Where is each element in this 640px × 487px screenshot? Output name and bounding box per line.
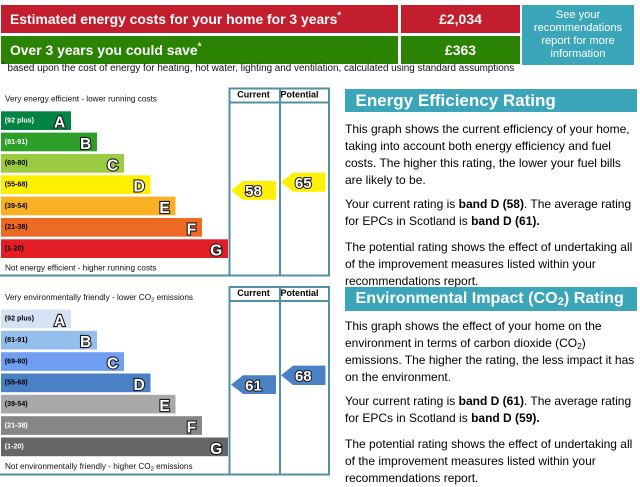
svg-text:(81-91): (81-91) bbox=[5, 336, 29, 344]
svg-text:Not environmentally friendly -: Not environmentally friendly - higher CO… bbox=[5, 462, 193, 473]
svg-text:(55-68): (55-68) bbox=[5, 181, 29, 189]
svg-text:F: F bbox=[187, 420, 197, 437]
svg-text:Current: Current bbox=[237, 288, 270, 298]
svg-text:(69-80): (69-80) bbox=[5, 159, 29, 167]
svg-text:(92 plus): (92 plus) bbox=[5, 315, 35, 323]
svg-text:Very energy efficient - lower: Very energy efficient - lower running co… bbox=[5, 95, 157, 104]
svg-text:C: C bbox=[107, 356, 118, 373]
svg-text:D: D bbox=[134, 377, 145, 394]
svg-text:A: A bbox=[54, 115, 65, 132]
svg-text:(21-38): (21-38) bbox=[5, 223, 29, 231]
svg-text:(81-91): (81-91) bbox=[5, 138, 29, 146]
svg-text:58: 58 bbox=[245, 183, 262, 200]
svg-text:E: E bbox=[159, 200, 169, 217]
svg-text:61: 61 bbox=[245, 377, 262, 394]
svg-text:(39-54): (39-54) bbox=[5, 400, 29, 408]
svg-text:Potential: Potential bbox=[280, 89, 318, 99]
svg-text:B: B bbox=[80, 136, 91, 153]
svg-text:(39-54): (39-54) bbox=[5, 202, 29, 210]
svg-text:(55-68): (55-68) bbox=[5, 379, 29, 387]
svg-text:G: G bbox=[210, 441, 222, 458]
svg-text:68: 68 bbox=[295, 368, 312, 385]
svg-text:(69-80): (69-80) bbox=[5, 357, 29, 365]
svg-text:C: C bbox=[107, 157, 118, 174]
svg-text:Current: Current bbox=[237, 89, 270, 99]
svg-text:D: D bbox=[134, 179, 145, 196]
svg-text:Very environmentally friendly: Very environmentally friendly - lower CO… bbox=[5, 293, 193, 304]
svg-text:G: G bbox=[210, 243, 222, 260]
svg-text:(92 plus): (92 plus) bbox=[5, 117, 35, 125]
svg-text:E: E bbox=[159, 398, 169, 415]
svg-text:F: F bbox=[187, 221, 197, 238]
svg-text:(1-20): (1-20) bbox=[5, 245, 25, 253]
svg-text:A: A bbox=[54, 313, 65, 330]
svg-text:Potential: Potential bbox=[280, 288, 318, 298]
svg-text:(1-20): (1-20) bbox=[5, 443, 25, 451]
svg-text:B: B bbox=[80, 334, 91, 351]
svg-text:(21-38): (21-38) bbox=[5, 421, 29, 429]
svg-text:65: 65 bbox=[295, 175, 312, 192]
svg-text:Not energy efficient - higher: Not energy efficient - higher running co… bbox=[5, 264, 156, 273]
